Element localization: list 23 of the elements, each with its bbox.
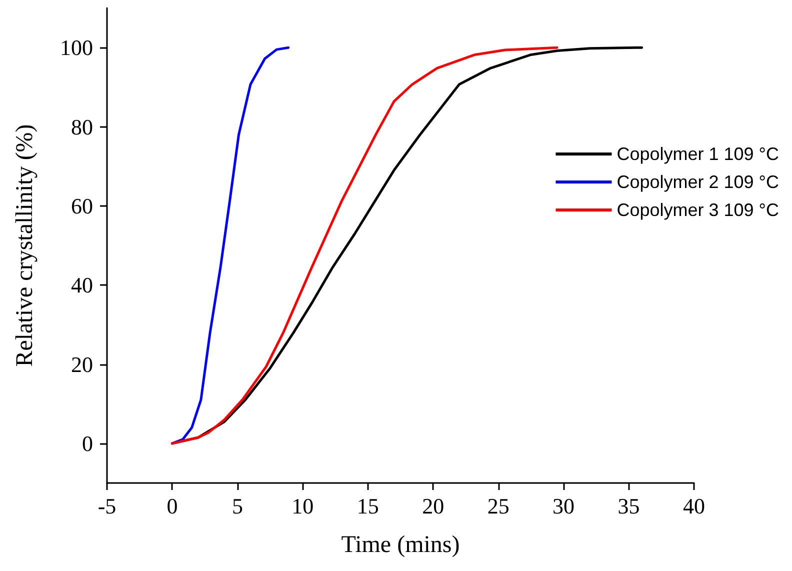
line-series [170, 46, 290, 445]
x-tick-label: 25 [487, 494, 510, 518]
legend-label: Copolymer 1 109 °C [616, 144, 780, 164]
x-tick-label: 20 [422, 494, 444, 518]
x-tick-label: 15 [356, 494, 379, 518]
line-series [170, 46, 558, 445]
x-tick-label: 40 [683, 494, 705, 518]
x-tick-label: 5 [232, 494, 243, 518]
y-tick-label: 80 [71, 114, 93, 140]
y-tick-label: 20 [71, 352, 93, 377]
y-tick-label: 60 [71, 193, 93, 218]
x-tick-label: 10 [292, 494, 314, 518]
x-axis-title: Time (mins) [341, 532, 460, 558]
legend-label: Copolymer 2 109 °C [616, 172, 780, 192]
y-axis-title: Relative crystallinity (%) [12, 124, 38, 367]
x-tick-label: 35 [618, 494, 640, 518]
y-tick-label: 100 [60, 35, 93, 60]
y-tick-label: 40 [71, 272, 93, 298]
x-tick-label: -5 [98, 494, 116, 518]
x-tick-label: 30 [552, 494, 575, 518]
x-tick-label: 0 [166, 494, 178, 518]
legend-label: Copolymer 3 109 °C [616, 200, 780, 220]
y-tick-label: 0 [82, 430, 93, 456]
